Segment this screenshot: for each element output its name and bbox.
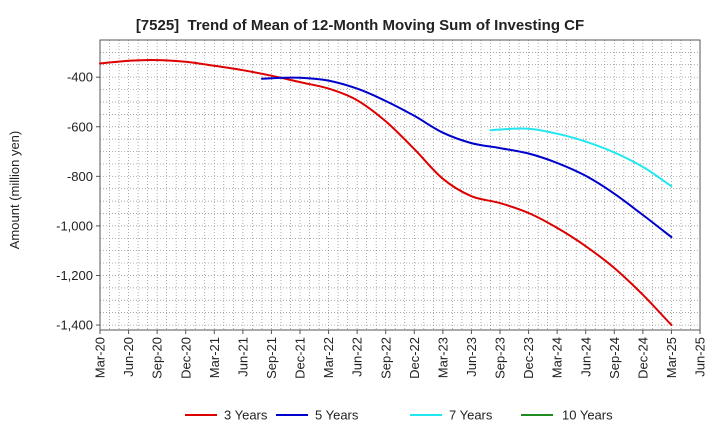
x-tick-label: Mar-20 (93, 337, 108, 378)
y-axis: -400 -600 -800 -1,000 -1,200 -1,400 (56, 70, 100, 333)
x-axis: Mar-20 Jun-20 Sep-20 Dec-20 Mar-21 Jun-21 Sep-… (93, 330, 708, 379)
x-tick-label: Mar-21 (207, 337, 222, 378)
series-lines (99, 59, 673, 326)
legend-label-10-years: 10 Years (562, 408, 613, 423)
y-tick-label: -1,000 (56, 218, 93, 233)
series-line-3-years (99, 59, 673, 326)
y-tick-label: -400 (67, 70, 93, 85)
grid (100, 40, 700, 330)
legend-item-5-years: 5 Years (276, 408, 359, 423)
legend-label-5-years: 5 Years (315, 408, 359, 423)
x-tick-label: Dec-20 (178, 337, 193, 379)
x-tick-label: Mar-24 (550, 337, 565, 378)
x-tick-label: Jun-25 (693, 337, 708, 377)
x-tick-label: Jun-24 (578, 337, 593, 377)
x-tick-label: Mar-23 (435, 337, 450, 378)
series-line-5-years (260, 76, 673, 239)
x-tick-label: Sep-21 (264, 337, 279, 379)
x-tick-label: Dec-24 (635, 337, 650, 379)
x-tick-label: Dec-23 (521, 337, 536, 379)
x-tick-label: Mar-22 (321, 337, 336, 378)
y-tick-label: -1,200 (56, 268, 93, 283)
y-tick-label: -1,400 (56, 318, 93, 333)
y-axis-label: Amount (million yen) (7, 131, 22, 250)
y-tick-label: -800 (67, 169, 93, 184)
x-tick-label: Jun-22 (350, 337, 365, 377)
x-tick-label: Jun-20 (121, 337, 136, 377)
series-line-7-years (489, 127, 673, 188)
legend-label-7-years: 7 Years (449, 408, 493, 423)
x-tick-label: Jun-21 (235, 337, 250, 377)
x-tick-label: Sep-20 (150, 337, 165, 379)
plot-area-border (99, 39, 701, 331)
x-tick-label: Jun-23 (464, 337, 479, 377)
x-tick-label: Dec-21 (293, 337, 308, 379)
legend: 3 Years 5 Years 7 Years 10 Years (185, 408, 613, 423)
y-tick-label: -600 (67, 119, 93, 134)
legend-item-10-years: 10 Years (521, 408, 613, 423)
x-tick-label: Sep-22 (378, 337, 393, 379)
legend-item-7-years: 7 Years (410, 408, 493, 423)
x-tick-label: Dec-22 (407, 337, 422, 379)
x-tick-label: Mar-25 (664, 337, 679, 378)
x-tick-label: Sep-23 (493, 337, 508, 379)
chart-title: [7525] Trend of Mean of 12-Month Moving … (136, 17, 584, 34)
legend-item-3-years: 3 Years (185, 408, 268, 423)
legend-label-3-years: 3 Years (224, 408, 268, 423)
x-tick-label: Sep-24 (607, 337, 622, 379)
